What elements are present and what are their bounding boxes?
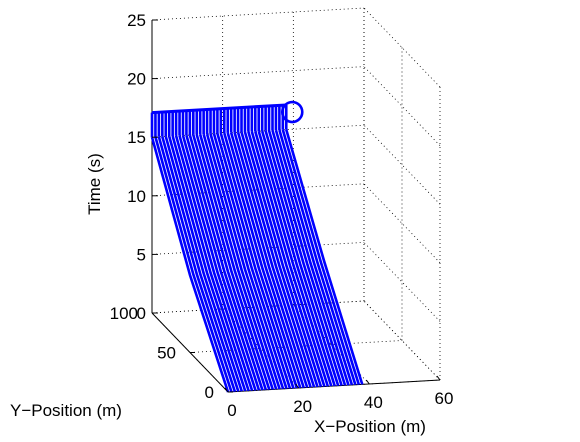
grid-line	[363, 7, 441, 88]
x-tick-label: 60	[435, 389, 454, 408]
trajectory-strand	[167, 135, 247, 392]
grid-line	[151, 183, 365, 197]
z-axis-label: Time (s)	[85, 153, 104, 215]
z-tick-label: 20	[127, 70, 146, 89]
y-tick-label: 100	[110, 304, 138, 323]
trajectory-strand	[281, 129, 361, 385]
trajectory-strand	[254, 130, 333, 387]
trajectory-strand	[247, 131, 326, 387]
trajectory-strand	[150, 136, 230, 393]
grid-line	[151, 124, 365, 138]
trajectory-strand	[240, 131, 319, 388]
z-tick-label: 25	[127, 11, 146, 30]
trajectory-strand	[229, 132, 309, 388]
trajectory-strand	[236, 131, 316, 388]
trajectory-strand	[212, 133, 292, 389]
y-axis-label: Y−Position (m)	[10, 401, 122, 420]
plateau-edge	[151, 103, 287, 115]
trajectory-strand	[233, 132, 312, 388]
trajectory-strand	[285, 129, 364, 385]
trajectory-strand	[198, 134, 278, 390]
x-axis-label: X−Position (m)	[314, 417, 426, 436]
trajectory-strand	[171, 135, 250, 392]
z-tick-label: 10	[127, 187, 146, 206]
trajectory-strand	[243, 131, 323, 388]
y-tick-label: 50	[157, 344, 176, 363]
trajectory-strand	[274, 129, 354, 386]
trajectory-strand	[185, 134, 264, 391]
x-tick-mark	[295, 383, 300, 389]
trajectory-strand	[257, 130, 336, 387]
trajectory-strand	[154, 136, 233, 393]
end-marker	[280, 100, 304, 124]
z-tick-label: 0	[137, 304, 146, 323]
grid-line	[151, 66, 365, 79]
x-tick-label: 0	[227, 401, 236, 420]
y-tick-label: 0	[205, 383, 214, 402]
x-tick-label: 40	[364, 393, 383, 412]
trajectory-strand	[164, 136, 244, 392]
trajectory-strand	[174, 135, 254, 392]
trajectory-strand	[260, 130, 340, 387]
trajectory-strand	[226, 132, 305, 389]
grid-line	[151, 7, 365, 21]
trajectory-strand	[202, 133, 281, 390]
trajectory-strand	[181, 135, 261, 391]
trajectory-strand	[192, 134, 271, 391]
grid-layer	[151, 7, 441, 393]
trajectory-strand	[216, 133, 295, 389]
trajectory-strand	[209, 133, 288, 390]
x-tick-mark	[365, 379, 370, 385]
grid-line	[189, 340, 403, 353]
trajectory-strand	[161, 136, 240, 392]
trajectory-strand	[278, 129, 357, 386]
grid-line	[363, 242, 441, 322]
trajectory-layer	[150, 100, 364, 393]
trajectory-strand	[219, 132, 299, 389]
trajectory-strand	[223, 132, 302, 389]
x-tick-mark	[224, 387, 229, 393]
x-tick-mark	[436, 375, 441, 381]
trajectory-strand	[178, 135, 257, 391]
z-tick-label: 15	[127, 128, 146, 147]
trajectory-strand	[195, 134, 274, 390]
grid-line	[151, 242, 365, 255]
grid-line	[363, 66, 441, 146]
trajectory-strand	[188, 134, 268, 391]
trajectory-strand	[157, 136, 237, 393]
trajectory-strand	[205, 133, 285, 390]
trajectory-strand	[267, 130, 347, 386]
trajectory-strand	[250, 131, 330, 387]
x-tick-label: 20	[293, 397, 312, 416]
trajectory-strand	[271, 130, 350, 386]
z-tick-label: 5	[137, 245, 146, 264]
trajectory-strand	[264, 130, 343, 386]
